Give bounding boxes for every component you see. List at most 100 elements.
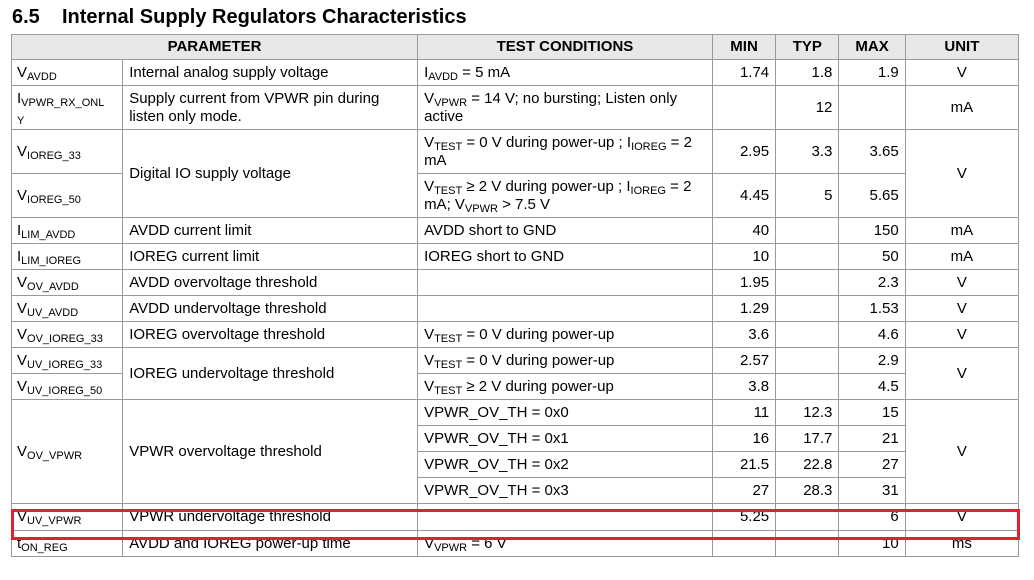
- unit-cell: V: [904, 321, 1020, 348]
- table-row: VPWR_OV_TH = 0x1 16 17.7 21: [12, 425, 1019, 452]
- header-row: PARAMETER TEST CONDITIONS MIN TYP MAX UN…: [10, 34, 1020, 60]
- unit-cell: ms: [904, 530, 1020, 557]
- max-cell: 31: [838, 477, 906, 504]
- min-cell: 3.8: [711, 373, 777, 400]
- table-row-highlighted: VUV_VPWR VPWR undervoltage threshold 5.2…: [10, 503, 1020, 531]
- unit-cell: V: [904, 129, 1020, 218]
- symbol-cell: VIOREG_50: [10, 173, 124, 218]
- table-row: VAVDD Internal analog supply voltage IAV…: [10, 59, 1020, 86]
- typ-cell: 5: [775, 173, 840, 218]
- section-title-text: Internal Supply Regulators Characteristi…: [62, 6, 467, 28]
- parameter-cell: VPWR overvoltage threshold: [122, 399, 419, 504]
- parameter-cell: VPWR undervoltage threshold: [122, 503, 419, 531]
- max-cell: 50: [838, 243, 906, 270]
- max-cell: 5.65: [838, 173, 906, 218]
- parameter-cell: Internal analog supply voltage: [122, 59, 419, 86]
- table-row: ILIM_AVDD AVDD current limit AVDD short …: [10, 217, 1020, 244]
- unit-cell: mA: [904, 85, 1020, 130]
- max-cell: 27: [838, 451, 906, 478]
- max-cell: 4.5: [838, 373, 906, 400]
- symbol-cell: VOV_VPWR: [10, 399, 124, 504]
- typ-cell: 12: [775, 85, 840, 130]
- parameter-header: PARAMETER: [10, 34, 419, 60]
- max-cell: 2.3: [838, 269, 906, 296]
- max-cell: 3.65: [838, 129, 906, 174]
- typ-header: TYP: [775, 34, 840, 60]
- parameter-cell: IOREG undervoltage threshold: [122, 347, 419, 400]
- test-cell: VTEST = 0 V during power-up: [417, 347, 713, 374]
- symbol-cell: IVPWR_RX_ONL Y: [10, 85, 124, 130]
- unit-cell: mA: [904, 243, 1020, 270]
- unit-cell: mA: [904, 217, 1020, 244]
- section-title: 6.5 Internal Supply Regulators Characteri…: [12, 6, 467, 29]
- table-row: VIOREG_50 VTEST ≥ 2 V during power-up ; …: [10, 173, 1019, 218]
- parameter-cell: AVDD and IOREG power-up time: [122, 530, 419, 557]
- table-row: VPWR_OV_TH = 0x3 27 28.3 31: [12, 477, 1019, 504]
- typ-cell: [775, 243, 840, 270]
- section-number: 6.5: [12, 6, 40, 28]
- symbol-cell: VUV_IOREG_50: [10, 373, 124, 400]
- symbol-cell: VUV_IOREG_33: [10, 347, 124, 374]
- typ-cell: 3.3: [775, 129, 840, 174]
- table-row: VUV_IOREG_33 IOREG undervoltage threshol…: [10, 347, 1020, 400]
- typ-cell: [775, 217, 840, 244]
- typ-cell: [775, 530, 840, 557]
- typ-cell: 17.7: [775, 425, 840, 452]
- typ-cell: 22.8: [775, 451, 840, 478]
- parameter-cell: AVDD overvoltage threshold: [122, 269, 419, 296]
- table-row: IVPWR_RX_ONL Y Supply current from VPWR p…: [10, 85, 1020, 130]
- min-cell: 11: [711, 399, 777, 426]
- min-cell: 1.74: [711, 59, 777, 86]
- min-cell: 1.29: [711, 295, 777, 322]
- test-cell: [417, 295, 713, 322]
- min-cell: 27: [711, 477, 777, 504]
- table-row: ILIM_IOREG IOREG current limit IOREG sho…: [10, 243, 1020, 270]
- parameter-cell: AVDD current limit: [122, 217, 419, 244]
- min-cell: 16: [711, 425, 777, 452]
- unit-cell: V: [904, 503, 1020, 531]
- table-row: VUV_IOREG_50 VTEST ≥ 2 V during power-up…: [10, 373, 1019, 400]
- parameter-cell: IOREG current limit: [122, 243, 419, 270]
- parameter-cell: Supply current from VPWR pin during list…: [122, 85, 419, 130]
- typ-cell: [775, 321, 840, 348]
- typ-cell: [775, 503, 840, 531]
- test-cell: IOREG short to GND: [417, 243, 713, 270]
- table-row: VUV_AVDD AVDD undervoltage threshold 1.2…: [10, 295, 1020, 322]
- min-cell: [711, 530, 777, 557]
- max-cell: 10: [838, 530, 906, 557]
- parameter-cell: AVDD undervoltage threshold: [122, 295, 419, 322]
- typ-cell: [775, 373, 840, 400]
- min-cell: [711, 85, 777, 130]
- parameter-cell: Digital IO supply voltage: [122, 129, 419, 218]
- symbol-cell: ILIM_IOREG: [10, 243, 124, 270]
- typ-cell: 28.3: [775, 477, 840, 504]
- min-cell: 2.95: [711, 129, 777, 174]
- test-cell: IAVDD = 5 mA: [417, 59, 713, 86]
- unit-cell: V: [904, 269, 1020, 296]
- test-cell: VVPWR = 14 V; no bursting; Listen only a…: [417, 85, 713, 130]
- symbol-cell: tON_REG: [10, 530, 124, 557]
- typ-cell: [775, 347, 840, 374]
- unit-cell: V: [904, 399, 1020, 504]
- unit-cell: V: [904, 59, 1020, 86]
- typ-cell: [775, 295, 840, 322]
- parameter-cell: IOREG overvoltage threshold: [122, 321, 419, 348]
- max-cell: 1.9: [838, 59, 906, 86]
- regulator-characteristics-table: PARAMETER TEST CONDITIONS MIN TYP MAX UN…: [10, 34, 1020, 557]
- table-row: tON_REG AVDD and IOREG power-up time VVP…: [10, 530, 1020, 557]
- test-cell: AVDD short to GND: [417, 217, 713, 244]
- max-cell: 6: [838, 503, 906, 531]
- unit-header: UNIT: [904, 34, 1020, 60]
- symbol-cell: VOV_IOREG_33: [10, 321, 124, 348]
- test-cell: VPWR_OV_TH = 0x3: [417, 477, 713, 504]
- min-cell: 21.5: [711, 451, 777, 478]
- max-cell: 4.6: [838, 321, 906, 348]
- max-cell: 150: [838, 217, 906, 244]
- min-header: MIN: [711, 34, 777, 60]
- test-cell: VTEST = 0 V during power-up: [417, 321, 713, 348]
- test-cell: VPWR_OV_TH = 0x0: [417, 399, 713, 426]
- max-cell: 21: [838, 425, 906, 452]
- typ-cell: [775, 269, 840, 296]
- symbol-cell: VUV_VPWR: [10, 503, 124, 531]
- table-row: VIOREG_33 Digital IO supply voltage VTES…: [10, 129, 1020, 218]
